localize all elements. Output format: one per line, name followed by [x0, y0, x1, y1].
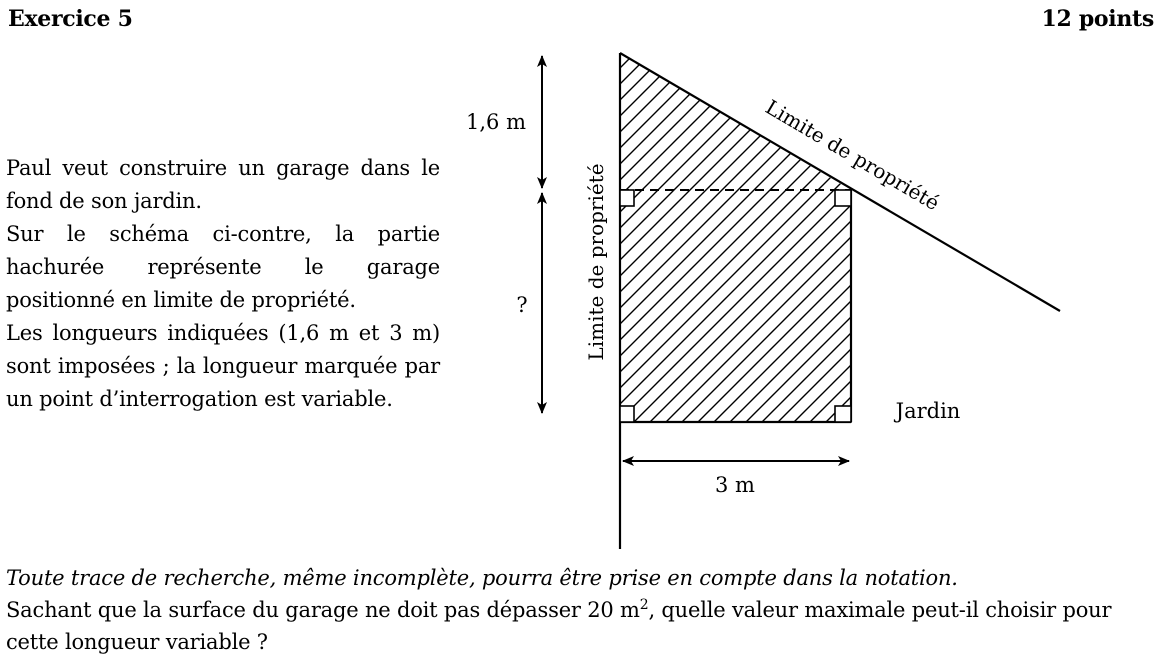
label-question-mark: ?	[516, 293, 527, 317]
garage-diagram: 1,6 m ? Limite de propriété Limite de pr…	[0, 0, 1166, 560]
right-angle-bottom-left	[620, 406, 634, 422]
hatched-garage-area	[620, 53, 851, 422]
right-angle-bottom-right	[835, 406, 851, 422]
right-angle-top-right	[835, 190, 851, 206]
label-vertical-property-limit: Limite de propriété	[584, 163, 608, 360]
right-angle-top-left	[620, 190, 634, 206]
main-question: Sachant que la surface du garage ne doit…	[6, 594, 1160, 658]
question-text-start: Sachant que la surface du garage ne doit…	[6, 598, 640, 622]
label-garden: Jardin	[894, 399, 961, 423]
question-block: Toute trace de recherche, même incomplèt…	[6, 562, 1160, 658]
label-3m: 3 m	[715, 473, 755, 497]
label-1-6m: 1,6 m	[466, 110, 526, 134]
grading-note: Toute trace de recherche, même incomplèt…	[6, 562, 1160, 594]
